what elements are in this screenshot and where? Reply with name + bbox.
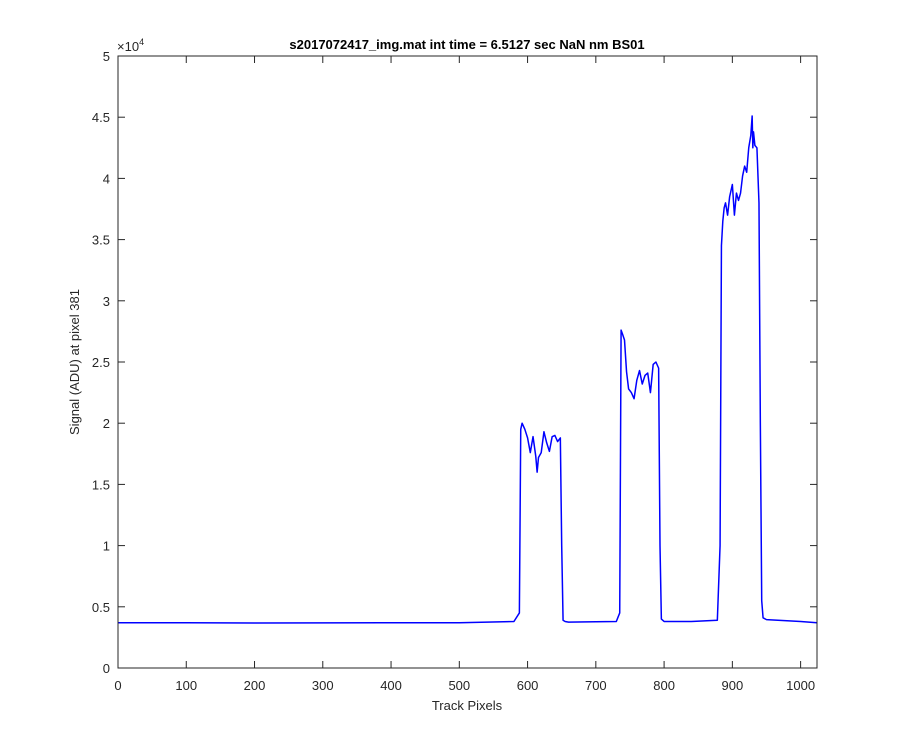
y-tick-label: 3.5 [92,233,110,248]
x-tick-label: 400 [380,678,402,693]
x-tick-label: 200 [244,678,266,693]
x-axis: 0 100 200 300 400 500 600 700 800 900 1000 [114,56,815,693]
x-tick-label: 300 [312,678,334,693]
x-tick-label: 900 [722,678,744,693]
x-tick-label: 800 [653,678,675,693]
x-axis-label: Track Pixels [432,698,503,713]
series-line-1 [118,115,818,624]
y-tick-label: 4 [103,171,110,186]
y-tick-label: 0.5 [92,600,110,615]
y-axis-exponent: ×104 [117,37,144,54]
x-tick-label: 0 [114,678,121,693]
y-tick-label: 2.5 [92,355,110,370]
plot-area [118,56,817,668]
x-tick-label: 500 [448,678,470,693]
x-tick-label: 700 [585,678,607,693]
y-axis-exponent-base: ×10 [117,39,139,54]
y-axis: 0 0.5 1 1.5 2 2.5 3 3.5 4 4.5 5 [92,49,817,676]
series-layer [118,115,818,624]
chart-title: s2017072417_img.mat int time = 6.5127 se… [289,37,644,52]
y-axis-exponent-power: 4 [139,37,144,47]
y-tick-label: 4.5 [92,110,110,125]
y-tick-label: 3 [103,294,110,309]
y-tick-label: 2 [103,416,110,431]
y-tick-label: 1 [103,539,110,554]
y-axis-label: Signal (ADU) at pixel 381 [67,289,82,435]
x-tick-label: 600 [517,678,539,693]
x-tick-label: 1000 [786,678,815,693]
y-tick-label: 1.5 [92,477,110,492]
y-tick-label: 5 [103,49,110,64]
x-tick-label: 100 [175,678,197,693]
y-tick-label: 0 [103,661,110,676]
